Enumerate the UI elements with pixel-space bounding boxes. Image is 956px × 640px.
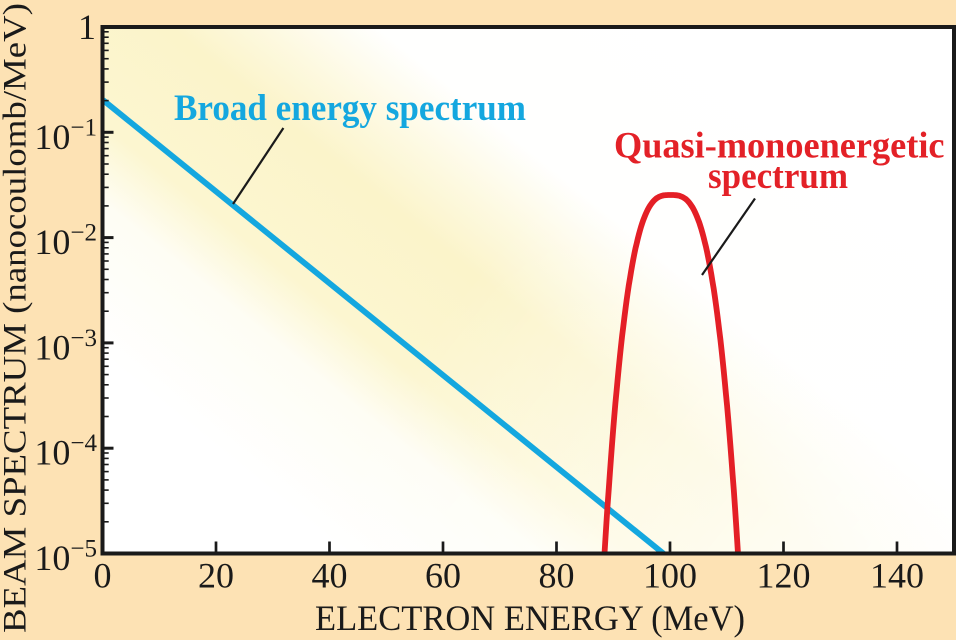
svg-text:0: 0 — [94, 556, 112, 596]
svg-text:100: 100 — [643, 556, 697, 596]
svg-text:60: 60 — [425, 556, 461, 596]
svg-text:spectrum: spectrum — [708, 156, 848, 197]
svg-text:20: 20 — [198, 556, 234, 596]
svg-text:10−2: 10−2 — [34, 220, 97, 263]
svg-text:1: 1 — [78, 7, 96, 47]
svg-text:BEAM SPECTRUM (nanocoulomb/MeV: BEAM SPECTRUM (nanocoulomb/MeV) — [0, 3, 34, 633]
svg-text:80: 80 — [539, 556, 575, 596]
svg-text:Broad energy spectrum: Broad energy spectrum — [174, 88, 526, 129]
svg-text:120: 120 — [757, 556, 811, 596]
svg-text:140: 140 — [870, 556, 924, 596]
svg-text:40: 40 — [312, 556, 348, 596]
svg-text:Quasi-monoenergetic: Quasi-monoenergetic — [614, 126, 945, 167]
svg-text:ELECTRON ENERGY (MeV): ELECTRON ENERGY (MeV) — [315, 598, 745, 638]
